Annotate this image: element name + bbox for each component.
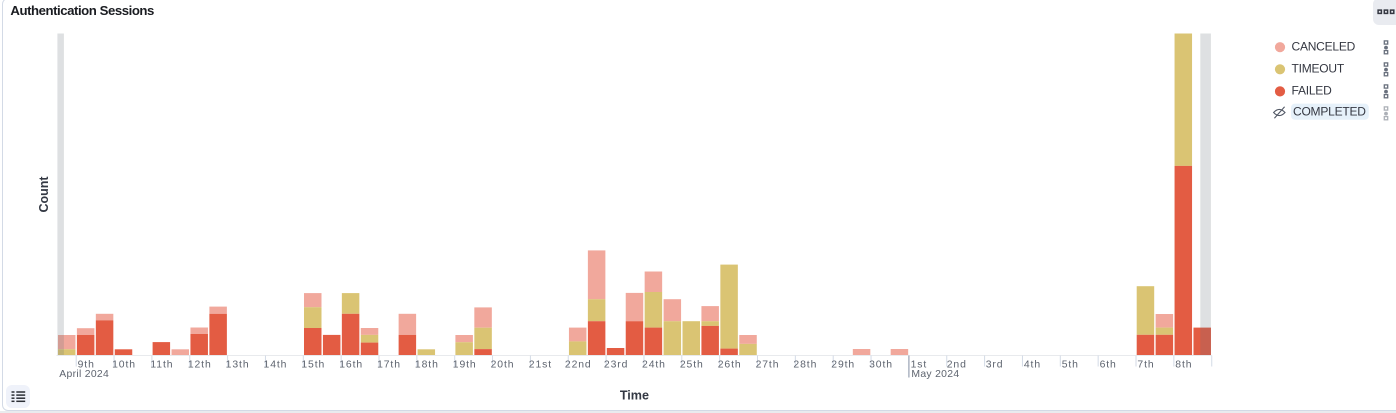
svg-text:16th: 16th [339,360,363,371]
svg-text:13th: 13th [226,360,250,371]
svg-text:11th: 11th [150,360,173,371]
svg-text:9th: 9th [78,360,95,371]
svg-text:20th: 20th [491,360,515,371]
svg-text:26th: 26th [718,360,742,371]
svg-text:May 2024: May 2024 [911,369,959,380]
svg-text:8th: 8th [1175,360,1192,371]
svg-text:FAILED: FAILED [1292,84,1333,98]
svg-text:30th: 30th [869,360,893,371]
svg-text:5th: 5th [1062,360,1079,371]
svg-text:17th: 17th [377,360,401,371]
svg-text:COMPLETED: COMPLETED [1293,105,1366,119]
svg-text:19th: 19th [453,360,477,371]
svg-text:27th: 27th [756,360,780,371]
svg-text:2nd: 2nd [947,360,967,371]
svg-text:Time: Time [620,389,649,403]
svg-text:Count: Count [37,176,51,213]
svg-text:23rd: 23rd [604,360,628,371]
svg-text:18th: 18th [415,360,439,371]
svg-text:Authentication Sessions: Authentication Sessions [10,3,154,18]
svg-text:12th: 12th [188,360,212,371]
svg-text:1st: 1st [911,360,928,371]
svg-text:29th: 29th [831,360,855,371]
svg-text:April 2024: April 2024 [59,369,109,380]
svg-text:TIMEOUT: TIMEOUT [1292,61,1345,75]
svg-text:21st: 21st [529,360,552,371]
svg-text:7th: 7th [1137,360,1154,371]
svg-text:28th: 28th [793,360,817,371]
svg-text:6th: 6th [1100,360,1117,371]
svg-text:24th: 24th [642,360,666,371]
svg-text:14th: 14th [264,360,288,371]
svg-text:15th: 15th [301,360,325,371]
svg-text:25th: 25th [680,360,704,371]
svg-text:10th: 10th [112,360,136,371]
svg-text:4th: 4th [1024,360,1041,371]
svg-text:CANCELED: CANCELED [1292,39,1356,53]
svg-text:22nd: 22nd [565,360,592,371]
svg-text:3rd: 3rd [986,360,1004,371]
